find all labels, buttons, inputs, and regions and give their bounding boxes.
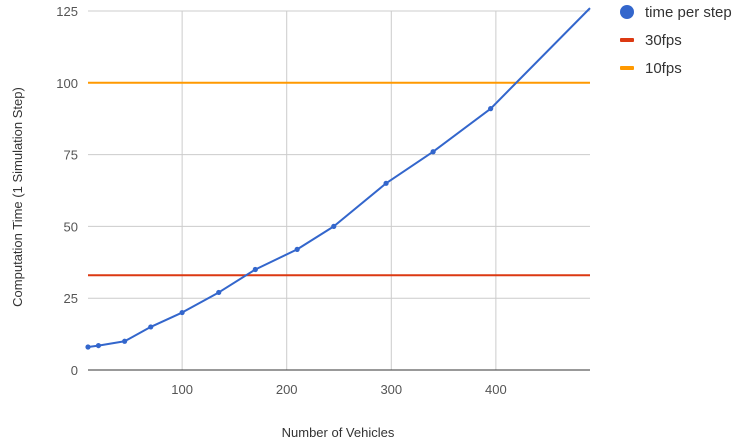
x-tick-label: 100 xyxy=(171,382,193,397)
series-line-time-per-step xyxy=(87,7,591,349)
legend-label: 10fps xyxy=(645,60,682,77)
legend: time per step 30fps 10fps xyxy=(620,4,732,77)
y-tick-label: 75 xyxy=(64,148,78,163)
legend-swatch-circle xyxy=(620,5,634,19)
y-axis-title: Computation Time (1 Simulation Step) xyxy=(10,87,25,307)
data-point xyxy=(383,180,389,186)
x-tick-label: 400 xyxy=(485,382,507,397)
series-lines xyxy=(85,7,591,350)
data-point xyxy=(95,342,102,349)
legend-item: 30fps xyxy=(620,32,682,49)
y-tick-label: 25 xyxy=(64,291,78,306)
data-point xyxy=(488,106,494,112)
y-tick-label: 100 xyxy=(56,76,78,91)
data-point xyxy=(252,266,258,273)
data-point xyxy=(148,324,154,330)
legend-label: 30fps xyxy=(645,32,682,49)
legend-label: time per step xyxy=(645,4,732,21)
data-point xyxy=(294,246,300,252)
gridlines xyxy=(88,10,590,370)
x-axis-title: Number of Vehicles xyxy=(282,425,395,440)
tick-labels: 0 25 50 75 100 125 100 200 300 400 xyxy=(56,4,506,397)
data-point xyxy=(216,289,222,296)
data-point xyxy=(122,338,128,344)
legend-item: time per step xyxy=(620,4,732,21)
data-point xyxy=(331,223,337,229)
y-tick-label: 0 xyxy=(71,363,78,378)
data-point xyxy=(430,149,436,155)
y-tick-label: 125 xyxy=(56,4,78,19)
x-tick-label: 200 xyxy=(276,382,298,397)
data-point xyxy=(85,344,91,350)
legend-item: 10fps xyxy=(620,60,682,77)
y-tick-label: 50 xyxy=(64,219,78,234)
x-tick-label: 300 xyxy=(380,382,402,397)
legend-swatch-line xyxy=(620,66,634,70)
data-point xyxy=(179,309,185,316)
legend-swatch-line xyxy=(620,38,634,42)
